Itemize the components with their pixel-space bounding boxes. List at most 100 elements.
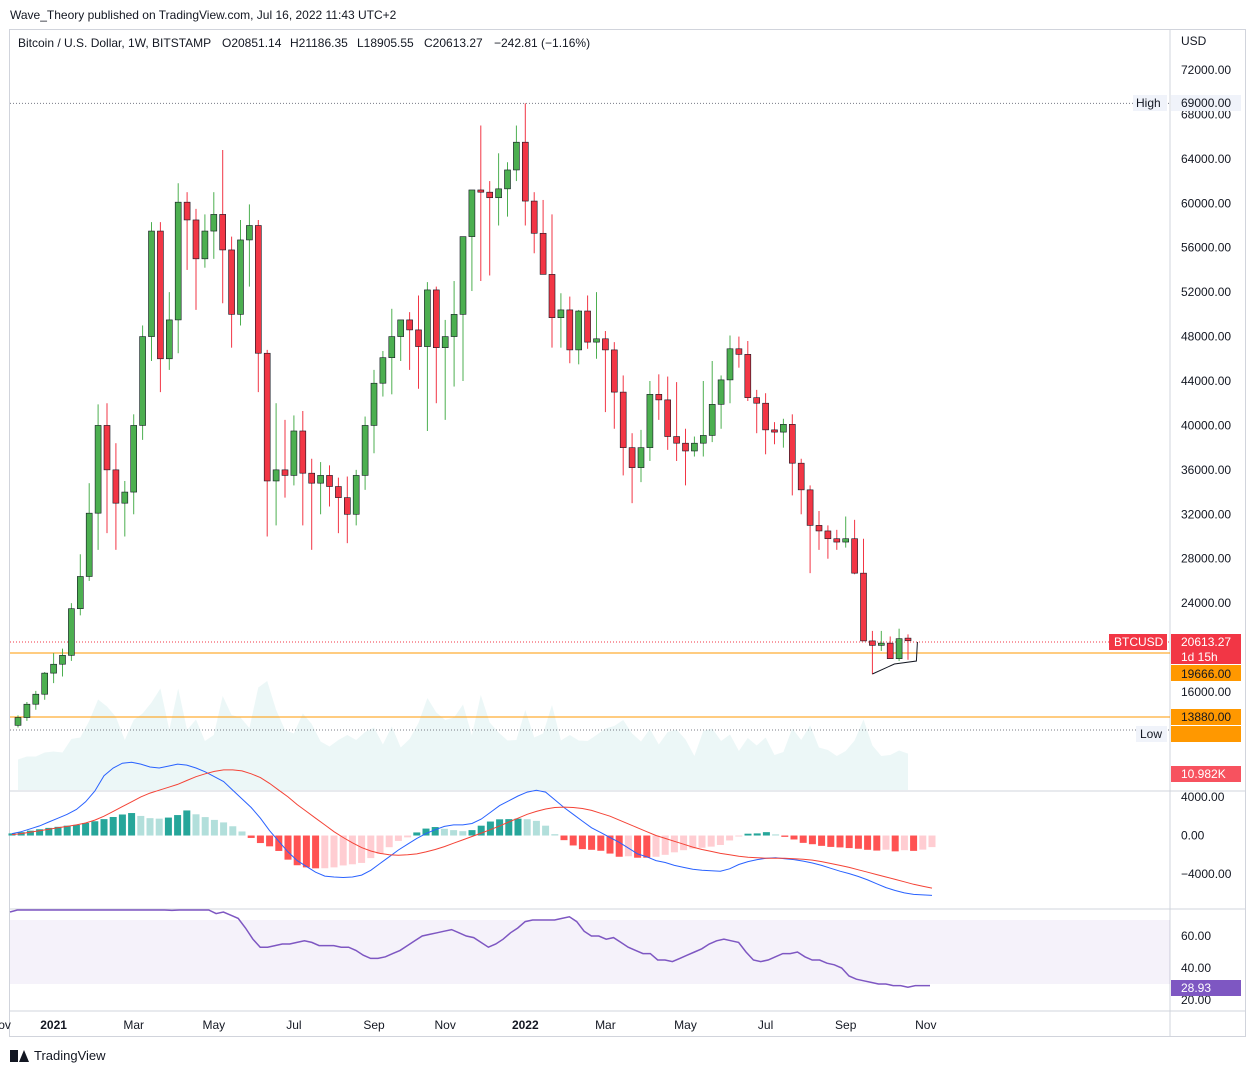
macd-histogram-bar bbox=[266, 835, 274, 847]
level-tag-value: 19666.00 bbox=[1181, 667, 1231, 681]
candle-body bbox=[255, 225, 262, 354]
macd-histogram-bar bbox=[275, 835, 283, 851]
macd-histogram-bar bbox=[201, 817, 209, 836]
macd-histogram-bar bbox=[128, 813, 136, 836]
time-axis-label: Nov bbox=[435, 1018, 456, 1032]
macd-histogram-bar bbox=[652, 835, 660, 857]
candle-body bbox=[788, 424, 796, 464]
candle-body bbox=[406, 319, 413, 331]
ohlc-close: C20613.27 bbox=[424, 36, 483, 50]
level-tag-bg bbox=[1171, 665, 1241, 681]
candle-body bbox=[246, 225, 253, 241]
candle-body bbox=[174, 201, 182, 321]
macd-histogram-bar bbox=[210, 819, 218, 836]
low-label-bg bbox=[1136, 726, 1167, 742]
candle-body bbox=[477, 189, 485, 193]
low-label: Low bbox=[1140, 727, 1162, 741]
time-axis-label: Sep bbox=[363, 1018, 385, 1032]
macd-histogram-bar bbox=[744, 833, 752, 836]
volume-tag-bg bbox=[1171, 766, 1241, 782]
candle-body bbox=[308, 472, 316, 484]
time-axis-label: Nov bbox=[915, 1018, 936, 1032]
time-axis-label: Jul bbox=[286, 1018, 301, 1032]
ohlc-high: H21186.35 bbox=[290, 36, 348, 50]
symbol-tag: BTCUSD bbox=[1114, 635, 1164, 649]
macd-histogram-bar bbox=[505, 819, 513, 836]
rsi-tick-label: 20.00 bbox=[1181, 993, 1211, 1007]
macd-histogram-bar bbox=[514, 818, 522, 836]
candle-body bbox=[753, 397, 761, 404]
macd-histogram-bar bbox=[707, 835, 715, 847]
macd-histogram-bar bbox=[45, 827, 53, 836]
macd-histogram-bar bbox=[910, 835, 918, 851]
candle-body bbox=[895, 638, 903, 659]
macd-histogram-bar bbox=[321, 835, 329, 869]
macd-histogram-bar bbox=[891, 835, 899, 852]
macd-histogram-bar bbox=[827, 835, 835, 847]
candle-body bbox=[326, 475, 333, 487]
candle-body bbox=[771, 429, 778, 433]
price-tag-countdown: 1d 15h bbox=[1181, 650, 1218, 664]
candle-body bbox=[450, 314, 458, 337]
candle-body bbox=[637, 447, 645, 468]
macd-histogram-bar bbox=[155, 818, 163, 836]
candle-body bbox=[85, 512, 93, 577]
macd-histogram-bar bbox=[72, 824, 80, 836]
macd-tick-label: −4000.00 bbox=[1181, 867, 1232, 881]
macd-histogram-bar bbox=[735, 835, 743, 837]
candle-body bbox=[32, 693, 40, 705]
time-axis-label: 2021 bbox=[40, 1018, 67, 1032]
candle-body bbox=[877, 642, 885, 646]
candle-body bbox=[815, 525, 823, 532]
time-axis-label: Mar bbox=[123, 1018, 144, 1032]
macd-histogram-bar bbox=[900, 835, 908, 851]
candle-body bbox=[299, 430, 307, 474]
rsi-tick-label: 60.00 bbox=[1181, 929, 1211, 943]
footer-brand[interactable]: TradingView bbox=[34, 1048, 106, 1063]
candle-body bbox=[468, 189, 476, 237]
candle-body bbox=[646, 394, 654, 448]
macd-histogram-bar bbox=[661, 835, 669, 855]
candle-body bbox=[424, 289, 431, 347]
macd-histogram-bar bbox=[376, 835, 384, 854]
candle-body bbox=[797, 462, 805, 491]
candle-body bbox=[539, 232, 547, 275]
tradingview-logo-icon bbox=[10, 1049, 29, 1062]
high-label-bg bbox=[1133, 95, 1167, 111]
volume-area bbox=[18, 681, 908, 790]
candle-body bbox=[379, 357, 387, 384]
price-tick-label: 32000.00 bbox=[1181, 507, 1231, 521]
time-axis-label: Mar bbox=[595, 1018, 616, 1032]
time-axis-label: May bbox=[674, 1018, 697, 1032]
macd-histogram-bar bbox=[146, 818, 154, 836]
macd-histogram-bar bbox=[928, 835, 936, 848]
macd-histogram-bar bbox=[358, 835, 366, 863]
macd-histogram-bar bbox=[394, 835, 402, 841]
candle-body bbox=[557, 309, 565, 318]
macd-histogram-bar bbox=[26, 830, 34, 836]
candle-body bbox=[628, 447, 636, 468]
candle-body bbox=[237, 239, 244, 315]
candle-body bbox=[77, 576, 84, 609]
macd-histogram-bar bbox=[63, 825, 71, 836]
candle-body bbox=[335, 486, 342, 498]
candle-body bbox=[708, 404, 716, 436]
price-tick-label: 48000.00 bbox=[1181, 330, 1231, 344]
candle-body bbox=[699, 435, 707, 444]
candle-body bbox=[513, 141, 520, 171]
candle-body bbox=[166, 319, 173, 360]
macd-histogram-bar bbox=[532, 820, 540, 836]
candle-body bbox=[352, 475, 360, 515]
candle-body bbox=[343, 497, 351, 515]
candle-body bbox=[495, 188, 502, 199]
macd-histogram-bar bbox=[256, 835, 264, 844]
candle-body bbox=[842, 538, 850, 543]
candle-body bbox=[112, 469, 120, 504]
candle-body bbox=[530, 200, 538, 234]
macd-histogram-bar bbox=[293, 835, 301, 866]
macd-histogram-bar bbox=[753, 833, 761, 836]
macd-histogram-bar bbox=[192, 814, 200, 836]
price-tick-label: 24000.00 bbox=[1181, 596, 1231, 610]
macd-tick-label: 4000.00 bbox=[1181, 790, 1225, 804]
